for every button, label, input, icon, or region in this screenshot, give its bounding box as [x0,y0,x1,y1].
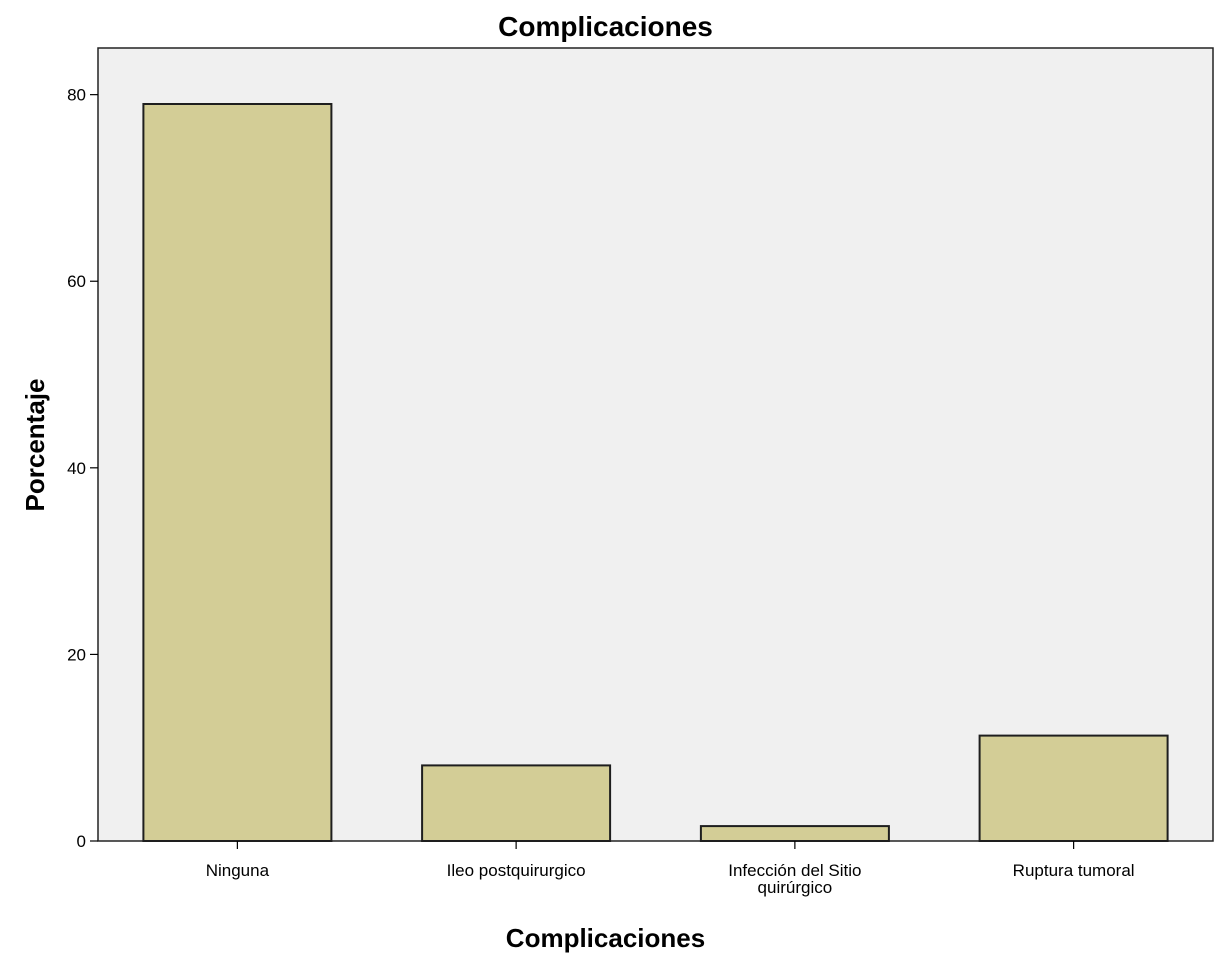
bars-group [142,103,1169,843]
x-tick-label-line: Ileo postquirurgico [447,861,586,880]
x-tick-label-line: Infección del Sitio [728,861,861,880]
y-tick-label: 80 [67,86,86,105]
y-tick-label: 0 [77,832,86,851]
x-tick-label: Ruptura tumoral [1013,861,1135,880]
x-tick-label-line: Ninguna [206,861,270,880]
y-axis: 0 20 40 60 80 [67,86,98,851]
bar-1 [142,103,333,842]
y-tick-label: 20 [67,645,86,664]
chart-title: Complicaciones [498,11,713,42]
x-tick-label-line: quirúrgico [758,878,833,897]
y-tick-label: 40 [67,459,86,478]
x-tick-label: Ileo postquirurgico [447,861,586,880]
x-axis-title: Complicaciones [506,923,705,953]
x-tick-label: Ninguna [206,861,270,880]
x-axis: Ninguna Ileo postquirurgico Infección del … [206,841,1135,897]
y-tick-label: 60 [67,272,86,291]
x-tick-label: Infección del Sitio quirúrgico [728,861,861,897]
bar-3 [699,825,890,842]
x-tick-label-line: Ruptura tumoral [1013,861,1135,880]
bar-2 [421,764,612,843]
bar-4 [978,734,1169,842]
y-axis-title: Porcentaje [20,379,50,512]
